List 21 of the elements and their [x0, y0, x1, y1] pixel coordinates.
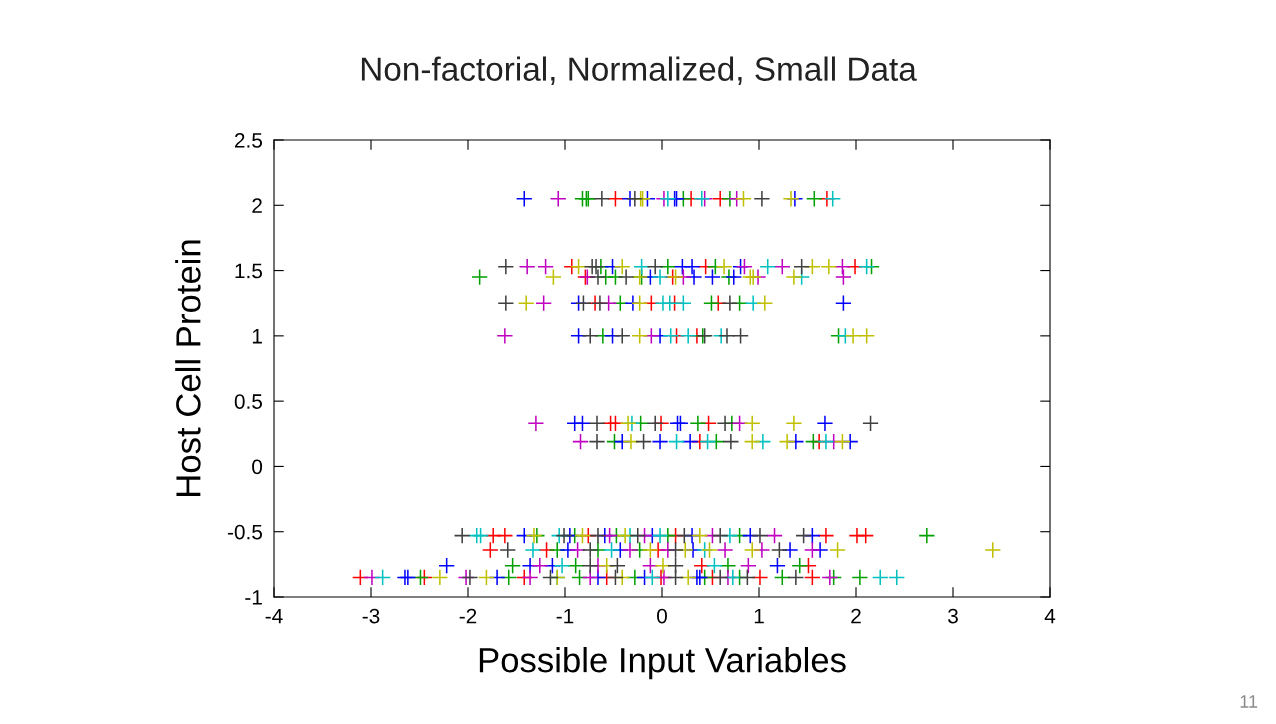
y-tick-label: -0.5	[227, 524, 263, 540]
x-tick-label: -4	[265, 608, 283, 624]
x-tick-label: 2	[851, 608, 861, 624]
x-tick-label: 1	[754, 608, 764, 624]
chart-title: Non-factorial, Normalized, Small Data	[361, 56, 917, 85]
y-tick-label: 0	[252, 459, 263, 475]
x-tick-label: -1	[556, 608, 574, 624]
x-tick-label: 4	[1044, 608, 1056, 624]
x-tick-label: 3	[948, 608, 958, 624]
text: 11	[1240, 695, 1258, 708]
y-tick-label: 0.5	[234, 394, 263, 409]
y-tick-label: 2.5	[234, 133, 263, 148]
y-tick-label: 1.5	[235, 263, 263, 279]
y-tick-label: 1	[252, 329, 262, 344]
x-axis-title: Possible Input Variables	[479, 646, 846, 680]
y-tick-label: -1	[245, 590, 262, 605]
x-tick-label: -2	[459, 608, 477, 624]
x-tick-label: 0	[657, 608, 667, 624]
y-axis-title: Host Cell Protein	[175, 240, 201, 496]
x-tick-label: -3	[362, 608, 380, 624]
y-tick-label: 2	[252, 198, 262, 213]
